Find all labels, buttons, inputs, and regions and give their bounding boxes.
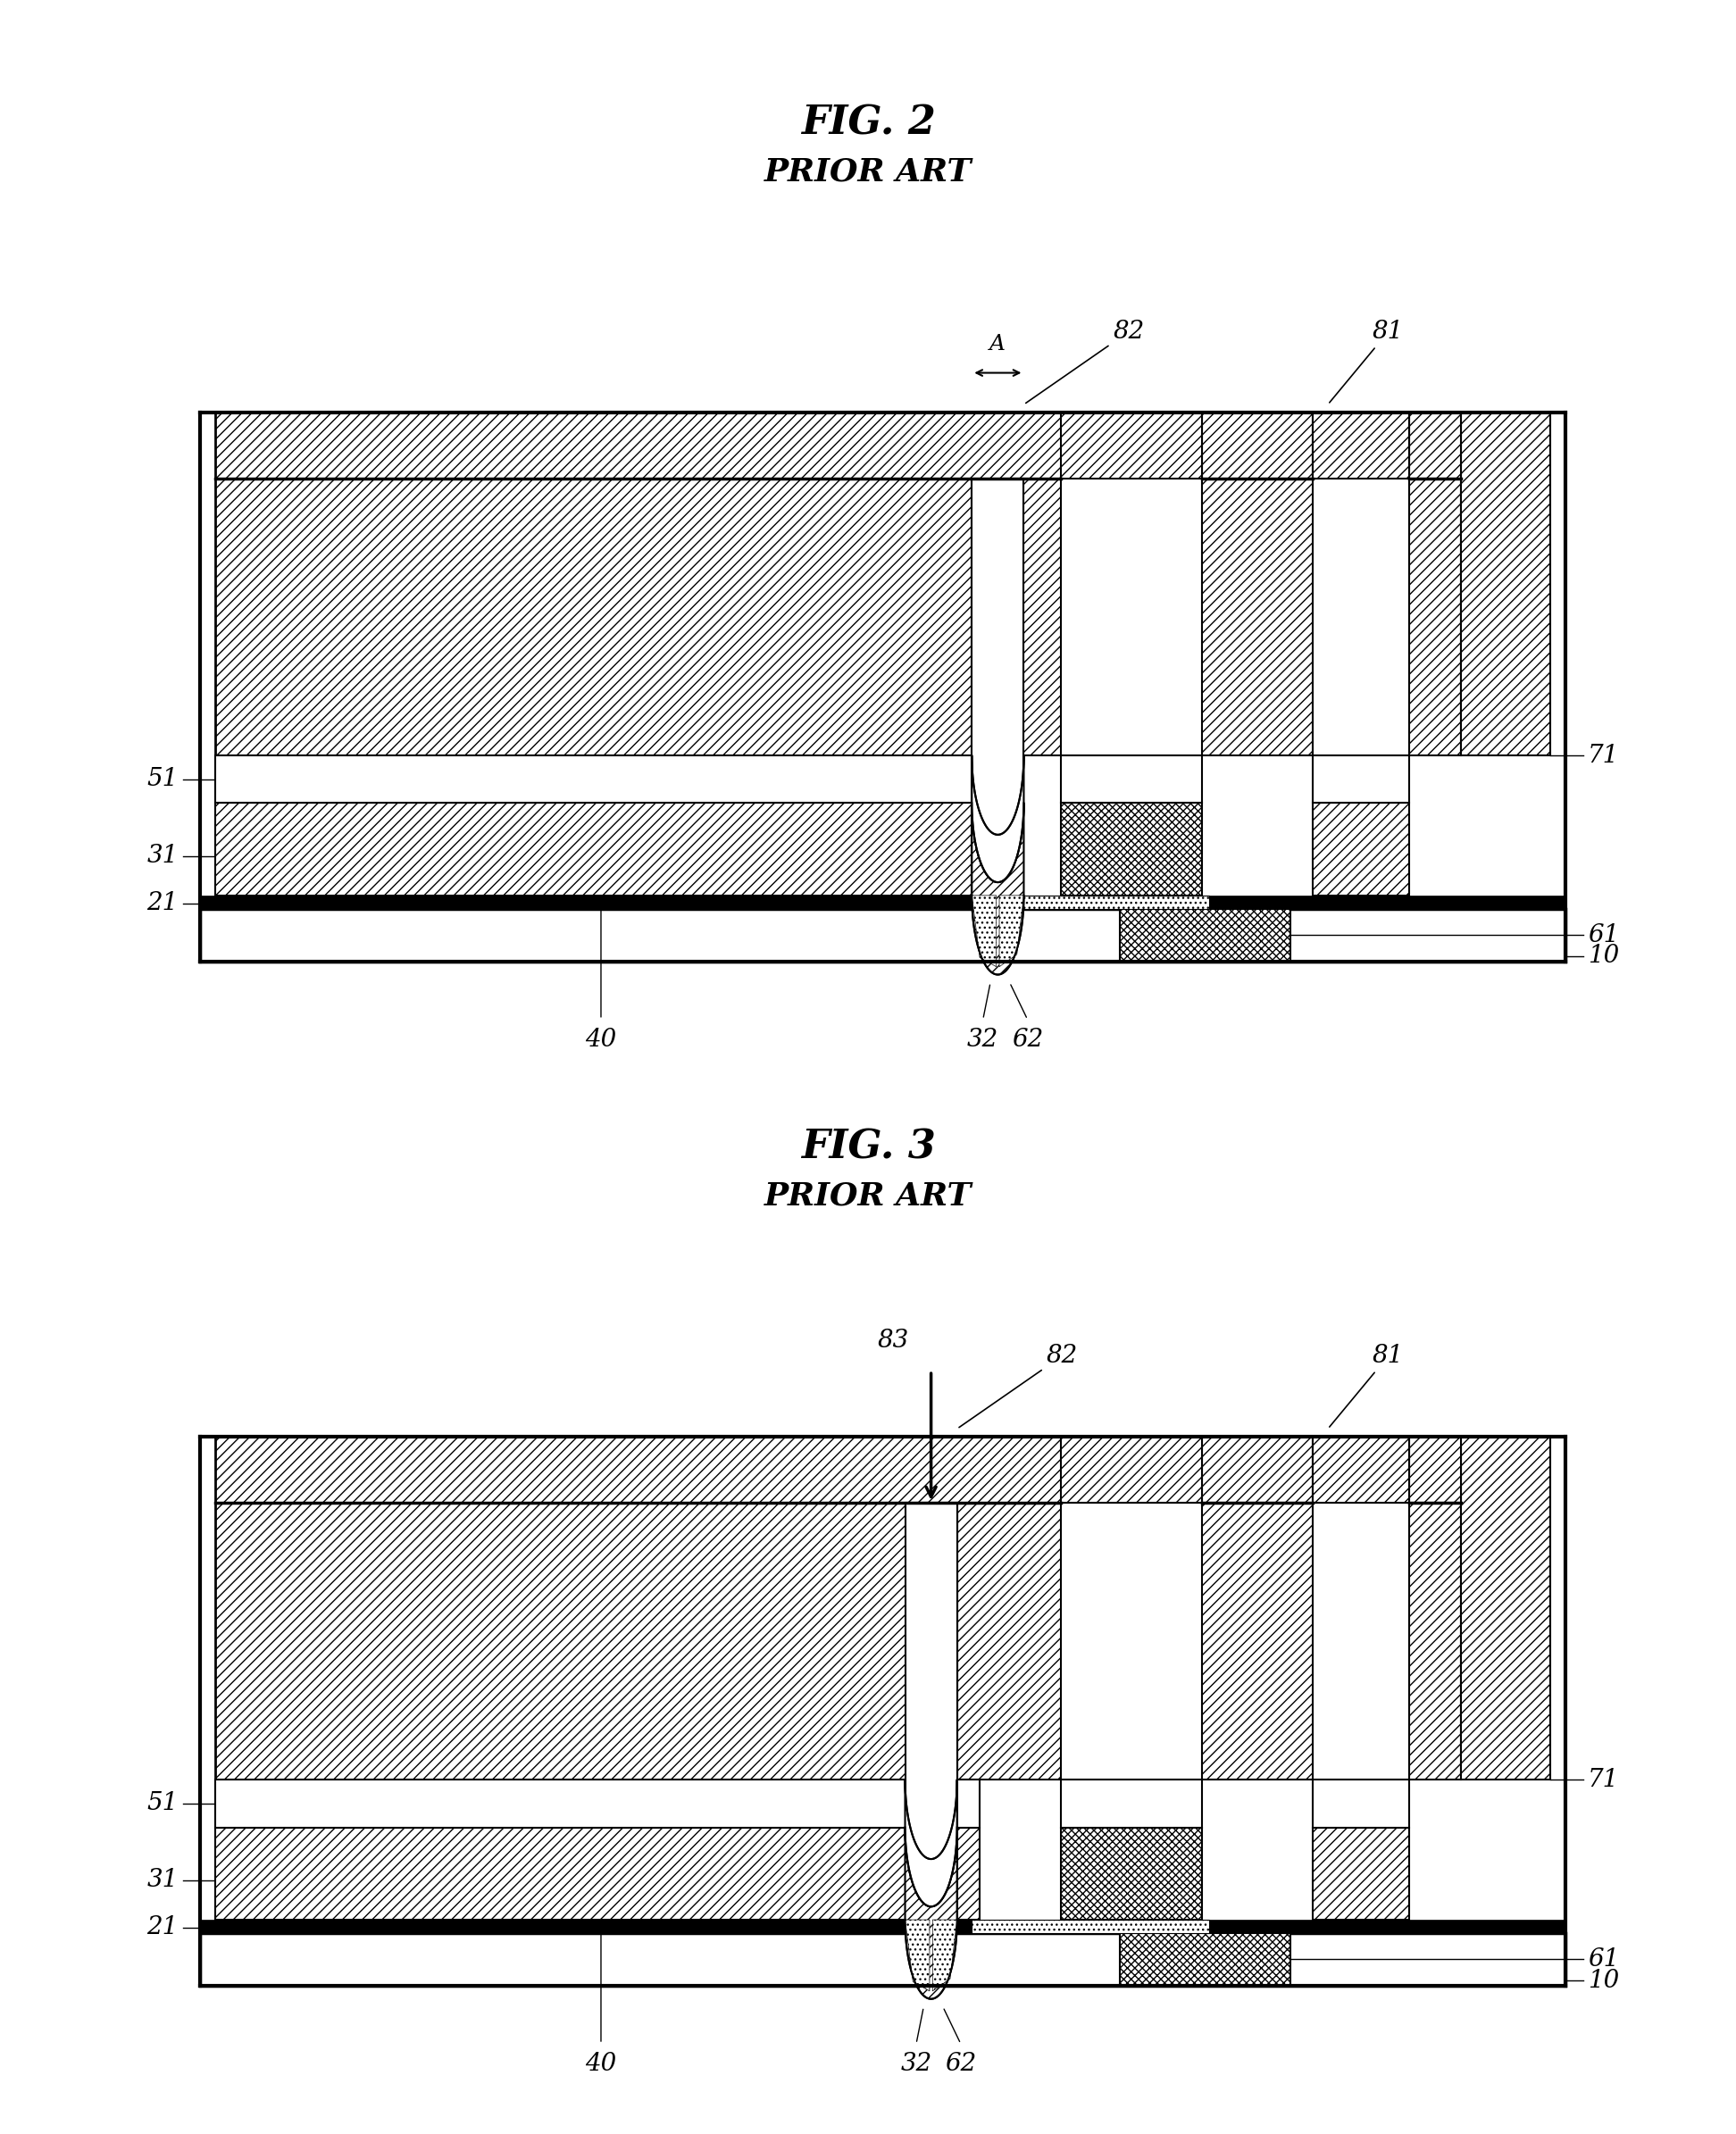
Text: FIG. 2: FIG. 2 [800,105,936,143]
Text: 62: 62 [1012,1026,1043,1052]
Text: 32: 32 [901,2051,932,2076]
Text: 82: 82 [1026,320,1144,403]
Polygon shape [1201,478,1312,755]
Polygon shape [1312,802,1410,896]
Polygon shape [1061,1780,1201,1827]
Polygon shape [972,478,1024,896]
Polygon shape [1201,1436,1312,1502]
Text: 21: 21 [148,892,179,915]
Text: 31: 31 [148,843,179,869]
Polygon shape [1120,909,1292,962]
Polygon shape [215,1827,979,1921]
Polygon shape [972,755,1024,881]
Polygon shape [904,1921,929,1991]
Text: PRIOR ART: PRIOR ART [764,1180,972,1212]
Polygon shape [215,1436,1061,1502]
Text: 40: 40 [585,2051,616,2076]
Text: 83: 83 [877,1327,910,1353]
Polygon shape [200,909,1566,962]
Text: 71: 71 [1587,1767,1620,1793]
Text: PRIOR ART: PRIOR ART [764,156,972,188]
Polygon shape [1312,1827,1410,1921]
Text: 31: 31 [148,1867,179,1893]
Polygon shape [1061,412,1201,478]
Text: 21: 21 [148,1916,179,1940]
Polygon shape [1061,1436,1201,1502]
Polygon shape [200,896,1566,909]
Polygon shape [215,1780,979,1827]
Polygon shape [972,896,1210,909]
Polygon shape [1410,1502,1462,1780]
Text: 10: 10 [1587,1968,1620,1993]
Polygon shape [1024,478,1061,755]
Polygon shape [972,896,1024,975]
Text: 71: 71 [1587,743,1620,768]
Polygon shape [1312,1436,1410,1502]
Polygon shape [1312,755,1410,802]
Text: FIG. 3: FIG. 3 [800,1129,936,1167]
Text: 81: 81 [1330,320,1404,403]
Text: 62: 62 [944,2051,976,2076]
Polygon shape [1462,1436,1550,1780]
Polygon shape [972,1921,1210,1933]
Text: 10: 10 [1587,943,1620,969]
Text: 32: 32 [967,1026,998,1052]
Polygon shape [972,802,1024,975]
Text: 51: 51 [148,768,179,792]
Polygon shape [957,1502,1061,1780]
Polygon shape [904,1502,957,1921]
Polygon shape [1201,412,1312,478]
Polygon shape [215,1502,904,1780]
Polygon shape [1201,1502,1312,1780]
Polygon shape [1061,755,1201,802]
Polygon shape [1312,1780,1410,1827]
Text: 81: 81 [1330,1344,1404,1428]
Text: 61: 61 [1587,924,1620,947]
Polygon shape [215,802,979,896]
Polygon shape [1000,896,1024,967]
Text: 40: 40 [585,1026,616,1052]
Polygon shape [904,1921,957,2000]
Polygon shape [1410,1436,1462,1502]
Text: 51: 51 [148,1793,179,1816]
Polygon shape [1061,802,1201,896]
Polygon shape [1061,1827,1201,1921]
Polygon shape [1462,412,1550,755]
Polygon shape [215,412,1061,478]
Text: 61: 61 [1587,1948,1620,1972]
Polygon shape [200,1921,1566,1933]
Polygon shape [215,478,972,755]
Text: 82: 82 [958,1344,1078,1428]
Polygon shape [972,896,996,967]
Polygon shape [1410,478,1462,755]
Polygon shape [932,1921,957,1991]
Polygon shape [200,1933,1566,1987]
Polygon shape [1312,412,1410,478]
Polygon shape [1120,1933,1292,1987]
Polygon shape [904,1780,957,1906]
Polygon shape [904,1827,957,2000]
Text: A: A [990,333,1005,354]
Polygon shape [215,755,979,802]
Polygon shape [1410,412,1462,478]
